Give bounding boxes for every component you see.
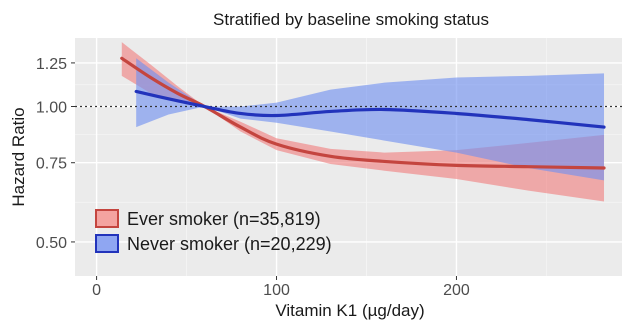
x-axis-label: Vitamin K1 (µg/day)	[275, 301, 424, 320]
legend-label-never-smoker: Never smoker (n=20,229)	[127, 234, 332, 254]
y-axis-label: Hazard Ratio	[9, 107, 28, 206]
y-tick-label: 1.00	[36, 100, 67, 117]
y-tick-label: 0.50	[36, 235, 67, 252]
series-line-0	[120, 56, 606, 170]
x-tick-label: 0	[92, 282, 101, 299]
legend: Ever smoker (n=35,819) Never smoker (n=2…	[95, 209, 332, 254]
legend-key-ever-smoker	[95, 209, 119, 228]
x-tick-label: 100	[263, 282, 290, 299]
x-tick-label: 200	[443, 282, 470, 299]
legend-label-ever-smoker: Ever smoker (n=35,819)	[127, 209, 321, 229]
y-tick-labels: 0.50 0.75 1.00 1.25	[36, 56, 75, 252]
chart-title: Stratified by baseline smoking status	[213, 10, 489, 29]
y-tick-label: 0.75	[36, 156, 67, 173]
series-lines	[120, 56, 606, 170]
legend-key-never-smoker	[95, 234, 119, 253]
series-line-1	[134, 89, 606, 129]
confidence-band-series-1	[136, 58, 605, 181]
y-tick-label: 1.25	[36, 56, 67, 73]
confidence-bands	[121, 42, 605, 202]
confidence-band-series-0	[121, 42, 605, 202]
x-tick-labels: 0 100 200	[92, 276, 470, 299]
